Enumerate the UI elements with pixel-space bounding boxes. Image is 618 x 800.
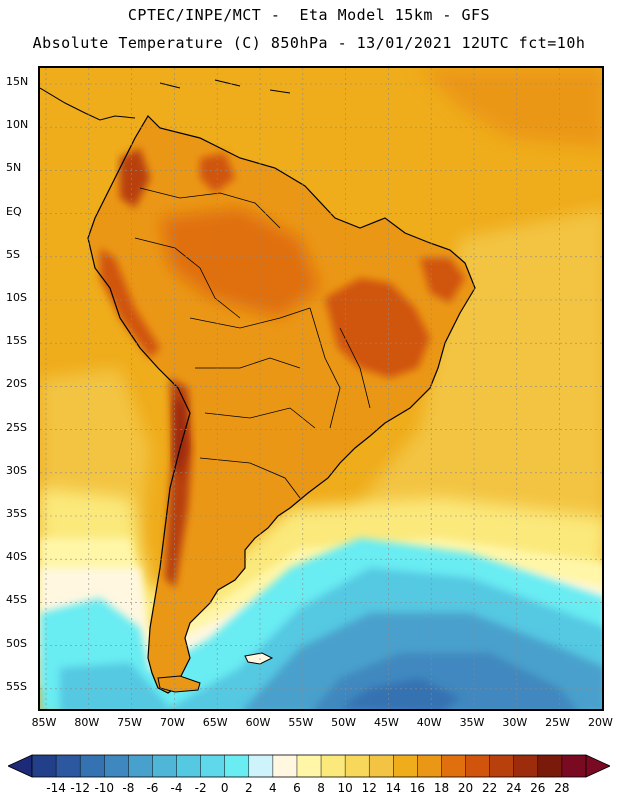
colorbar-swatch [345,755,370,777]
colorbar-tick-label: -6 [146,781,159,795]
lat-label: 20S [6,377,27,391]
lat-label: 25S [6,420,27,434]
colorbar-swatch [489,755,515,777]
lat-label: 30S [6,463,27,477]
grid-lines [40,68,602,709]
colorbar-swatch [104,755,129,777]
lat-label: 5N [6,161,22,175]
colorbar-tick-label: 0 [220,781,229,795]
colorbar-swatch [272,755,298,777]
central-america-coast [40,87,136,121]
colorbar-swatch [417,755,442,777]
lat-label: 10S [6,291,27,304]
colorbar-swatch [224,755,250,777]
colorbar-tick-label: -10 [94,781,115,795]
lat-label: 15S [6,334,27,348]
lat-label: EQ [6,204,22,218]
falkland-islands [244,652,274,665]
lat-label: 10N [6,118,29,132]
colorbar-swatch [128,755,153,777]
lon-label: 55W [288,716,314,729]
cold-core-pockets [340,678,460,709]
colorbar-tick-label: 28 [554,781,570,795]
colorbar-tick-label: -8 [122,781,135,795]
coastline [87,115,476,694]
lon-label: 50W [331,716,357,729]
lon-label: 70W [159,716,185,729]
lon-label: 40W [416,716,442,729]
lon-label: 45W [373,716,399,729]
caribbean-islands [159,79,291,94]
chart-title-line1: CPTEC/INPE/MCT - Eta Model 15km - GFS [127,6,491,24]
lat-label: 35S [6,507,27,520]
colorbar-tick-label: -14 [46,781,66,795]
colorbar-swatch [561,755,587,777]
south-atlantic-subtropical-zone [340,208,602,538]
colorbar-tick-label: -4 [170,781,183,795]
colorbar-tick-label: 14 [385,781,401,795]
colorbar-tick-label: 18 [433,781,450,795]
map-canvas [40,68,602,709]
lon-label: 65W [202,716,228,729]
colorbar-swatch [176,755,202,777]
lon-label: 35W [459,716,485,729]
lon-label: 25W [545,716,571,729]
lon-label: 60W [245,716,271,729]
colorbar-tick-label: 4 [269,781,277,795]
colorbar-tick-label: -12 [70,781,90,795]
colorbar-max-arrow [585,754,610,778]
north-atlantic-warm-band [420,68,602,148]
lat-label: 15N [6,75,29,88]
lat-label: 50S [6,636,27,650]
colorbar-swatch [296,755,322,777]
chart-title-line2: Absolute Temperature (C) 850hPa - 13/01/… [32,34,586,52]
colorbar-tick-label: 6 [293,781,301,795]
colorbar-swatch [441,755,467,777]
colorbar-min-arrow [8,754,33,778]
colorbar-swatch [56,755,81,777]
peru-warm-strip [100,248,160,358]
colorbar-swatch [200,755,226,777]
colorbar-tick-label: 24 [506,781,522,795]
lon-label: 85W [31,716,57,729]
lat-label: 5S [6,247,20,261]
colorbar-tick-label: 8 [317,781,325,795]
colorbar-tick-label: 2 [244,781,253,795]
lon-label: 20W [587,716,613,729]
lat-label: 40S [6,550,27,564]
colorbar-tick-label: 12 [361,781,377,795]
lon-label: 80W [74,716,100,729]
tierra-del-fuego [157,675,201,693]
lat-label: 55S [6,679,27,693]
colorbar-swatch [465,755,491,777]
lon-label: 75W [117,716,143,729]
lat-label: 45S [6,593,27,607]
colorbar-tick-label: 16 [409,781,426,795]
colorbar-swatch [537,755,563,777]
colorbar-swatch [152,755,178,777]
colorbar-swatch [513,755,539,777]
colorbar-tick-label: 20 [457,781,474,795]
colorbar-swatch [80,755,105,777]
colorbar-swatch [321,755,346,777]
colorbar-tick-label: -2 [194,781,207,795]
colorbar-swatch [393,755,418,777]
andes-hottest-core [173,398,188,478]
colorbar-swatch [32,755,57,777]
colorbar-swatch [248,755,274,777]
brazil-hot-zone [325,278,430,378]
colorbar-tick-label: 26 [530,781,546,795]
colorbar-swatch [369,755,394,777]
amazon-warm-zone [160,208,320,318]
temperature-map [38,66,604,711]
colorbar [8,754,610,778]
colombia-hot-zone [120,148,150,208]
lon-label: 30W [502,716,528,729]
colorbar-tick-label: 10 [337,781,353,795]
colorbar-tick-label: 22 [482,781,498,795]
